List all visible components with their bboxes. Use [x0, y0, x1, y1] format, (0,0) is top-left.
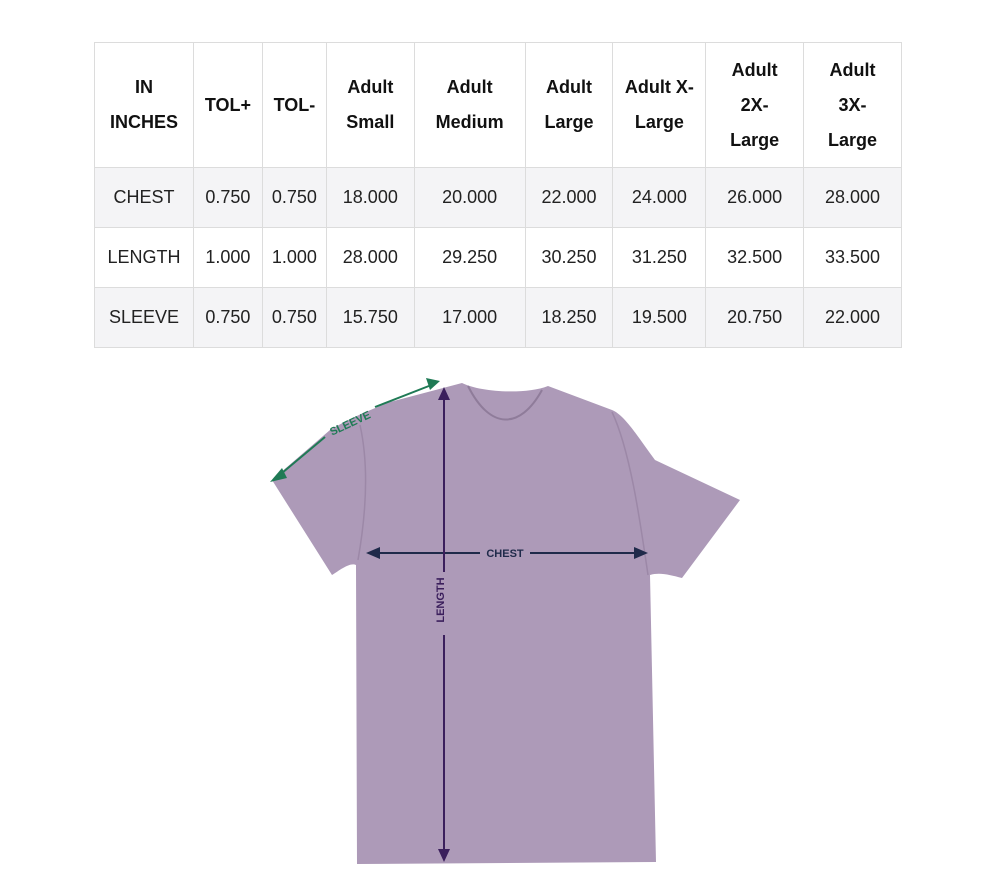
table-cell: 0.750: [192, 167, 263, 228]
table-cell: 20.750: [705, 287, 805, 348]
column-header: Adult 3X-Large: [803, 42, 902, 168]
table-row: LENGTH 1.000 1.000 28.000 29.250 30.250 31.250…: [94, 227, 902, 288]
table-cell: 18.000: [325, 167, 415, 228]
column-header: TOL-: [261, 42, 327, 168]
table-cell: 17.000: [413, 287, 526, 348]
table-cell: 26.000: [705, 167, 805, 228]
size-chart-table: IN INCHES TOL+ TOL- Adult Small Adult Medium…: [94, 42, 902, 348]
tshirt-image: [272, 383, 740, 864]
table-cell: 0.750: [192, 287, 263, 348]
table-row: SLEEVE 0.750 0.750 15.750 17.000 18.250 19.500…: [94, 287, 902, 348]
collar-seam: [467, 385, 543, 421]
column-header: Adult 2X-Large: [705, 42, 805, 168]
table-cell: 0.750: [261, 287, 327, 348]
row-label: LENGTH: [94, 227, 194, 288]
table-cell: 33.500: [803, 227, 902, 288]
chest-label: CHEST: [486, 548, 524, 560]
column-header: IN INCHES: [94, 42, 194, 168]
column-header: Adult Small: [325, 42, 415, 168]
length-arrow: LENGTH: [435, 387, 450, 862]
sleeve-seams: [357, 411, 649, 576]
table-cell: 31.250: [612, 227, 707, 288]
table-cell: 32.500: [705, 227, 805, 288]
table-cell: 1.000: [261, 227, 327, 288]
row-label: CHEST: [94, 167, 194, 228]
column-header: TOL+: [192, 42, 263, 168]
column-header: Adult Large: [524, 42, 614, 168]
column-header: Adult Medium: [413, 42, 526, 168]
table-cell: 22.000: [524, 167, 614, 228]
table-row: CHEST 0.750 0.750 18.000 20.000 22.000 24.000 2…: [94, 167, 902, 228]
length-label: LENGTH: [435, 577, 447, 622]
table-cell: 15.750: [325, 287, 415, 348]
row-label: SLEEVE: [94, 287, 194, 348]
table-cell: 18.250: [524, 287, 614, 348]
table-header-row: IN INCHES TOL+ TOL- Adult Small Adult Medium…: [94, 42, 902, 168]
table-cell: 0.750: [261, 167, 327, 228]
table-cell: 24.000: [612, 167, 707, 228]
table-cell: 20.000: [413, 167, 526, 228]
chest-arrow: CHEST: [366, 547, 648, 560]
table-cell: 28.000: [325, 227, 415, 288]
table-cell: 19.500: [612, 287, 707, 348]
table-cell: 22.000: [803, 287, 902, 348]
column-header: Adult X-Large: [612, 42, 707, 168]
table-cell: 28.000: [803, 167, 902, 228]
